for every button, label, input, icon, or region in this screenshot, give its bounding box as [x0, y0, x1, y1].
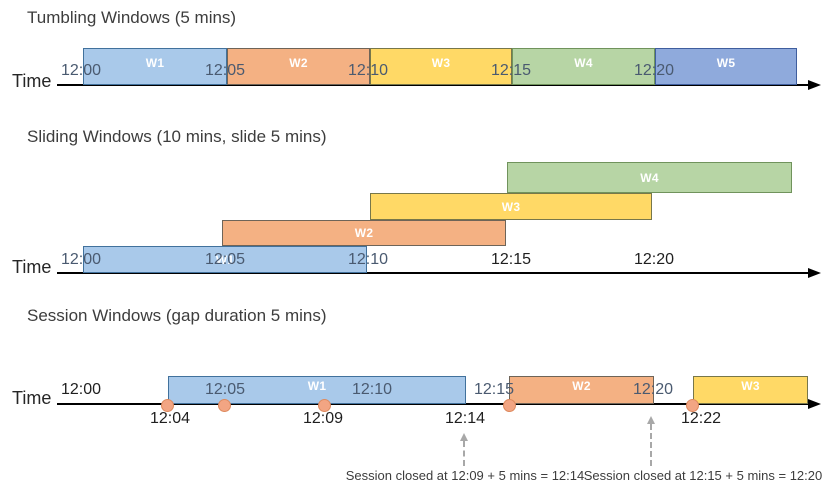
event-dot [503, 399, 516, 412]
annotation-arrow-icon [647, 416, 655, 424]
sliding-window-w4: W4 [507, 162, 792, 193]
tick-label: 12:15 [490, 62, 532, 79]
tick-label: 12:10 [347, 251, 389, 268]
event-time-label: 12:22 [680, 410, 722, 427]
tick-label: 12:00 [60, 381, 102, 398]
event-dot [318, 399, 331, 412]
tick-label: 12:20 [633, 62, 675, 79]
window-label: W3 [431, 56, 451, 70]
time-axis-label: Time [12, 71, 52, 91]
window-label: W2 [289, 56, 308, 70]
tick-label: 12:10 [347, 62, 389, 79]
time-axis-label: Time [12, 257, 52, 277]
window-label: W3 [501, 199, 521, 214]
sliding-window-w2: W2 [222, 220, 506, 246]
session-window-w1: W1 [168, 376, 466, 404]
session-window-w2: W2 [509, 376, 654, 404]
window-label: W2 [354, 226, 374, 240]
tick-label: 12:20 [633, 251, 675, 268]
window-label: W3 [741, 378, 760, 393]
annotation-arrow-line [463, 441, 465, 466]
tumbling-window-w3: W3 [370, 48, 512, 85]
tumbling-window-w2: W2 [227, 48, 370, 85]
tick-label: 12:15 [490, 251, 532, 268]
window-label: W1 [307, 378, 327, 393]
tick-label: 12:00 [60, 251, 102, 268]
timeline-arrowhead-icon [808, 268, 821, 278]
timeline [57, 272, 810, 274]
tumbling-window-w4: W4 [512, 48, 655, 85]
tick-label: 12:00 [60, 62, 102, 79]
session-title: Session Windows (gap duration 5 mins) [27, 306, 327, 325]
event-time-label: 12:09 [302, 410, 344, 427]
tick-label: 12:05 [204, 62, 246, 79]
tumbling-title: Tumbling Windows (5 mins) [27, 8, 237, 27]
window-label: W5 [716, 56, 736, 70]
annotation-arrow-line [650, 424, 652, 466]
timeline-arrowhead-icon [808, 80, 821, 90]
event-dot [686, 399, 699, 412]
tick-label: 12:10 [351, 381, 393, 398]
sliding-window-w3: W3 [370, 193, 652, 220]
tick-label: 12:15 [473, 381, 515, 398]
window-label: W1 [215, 252, 235, 267]
tick-label: 12:20 [632, 381, 674, 398]
annotation-arrow-icon [460, 433, 468, 441]
sliding-title: Sliding Windows (10 mins, slide 5 mins) [27, 127, 327, 146]
window-label: W1 [145, 56, 165, 70]
timeline-arrowhead-icon [808, 399, 821, 409]
session-annotation: Session closed at 12:09 + 5 mins = 12:14 [345, 468, 585, 483]
window-label: W2 [572, 378, 591, 393]
session-annotation: Session closed at 12:15 + 5 mins = 12:20 [583, 468, 823, 483]
event-dot [218, 399, 231, 412]
event-time-label: 12:14 [444, 410, 486, 427]
tick-label: 12:05 [204, 381, 246, 398]
timeline [57, 403, 810, 405]
tick-label: 12:05 [204, 251, 246, 268]
tumbling-window-w5: W5 [655, 48, 797, 85]
sliding-window-w1: W1 [83, 246, 367, 273]
event-time-label: 12:04 [149, 410, 191, 427]
event-dot [161, 399, 174, 412]
window-label: W4 [574, 56, 593, 70]
time-axis-label: Time [12, 388, 52, 408]
window-label: W4 [640, 170, 659, 185]
timeline [57, 84, 810, 86]
session-window-w3: W3 [693, 376, 808, 404]
tumbling-window-w1: W1 [83, 48, 227, 85]
